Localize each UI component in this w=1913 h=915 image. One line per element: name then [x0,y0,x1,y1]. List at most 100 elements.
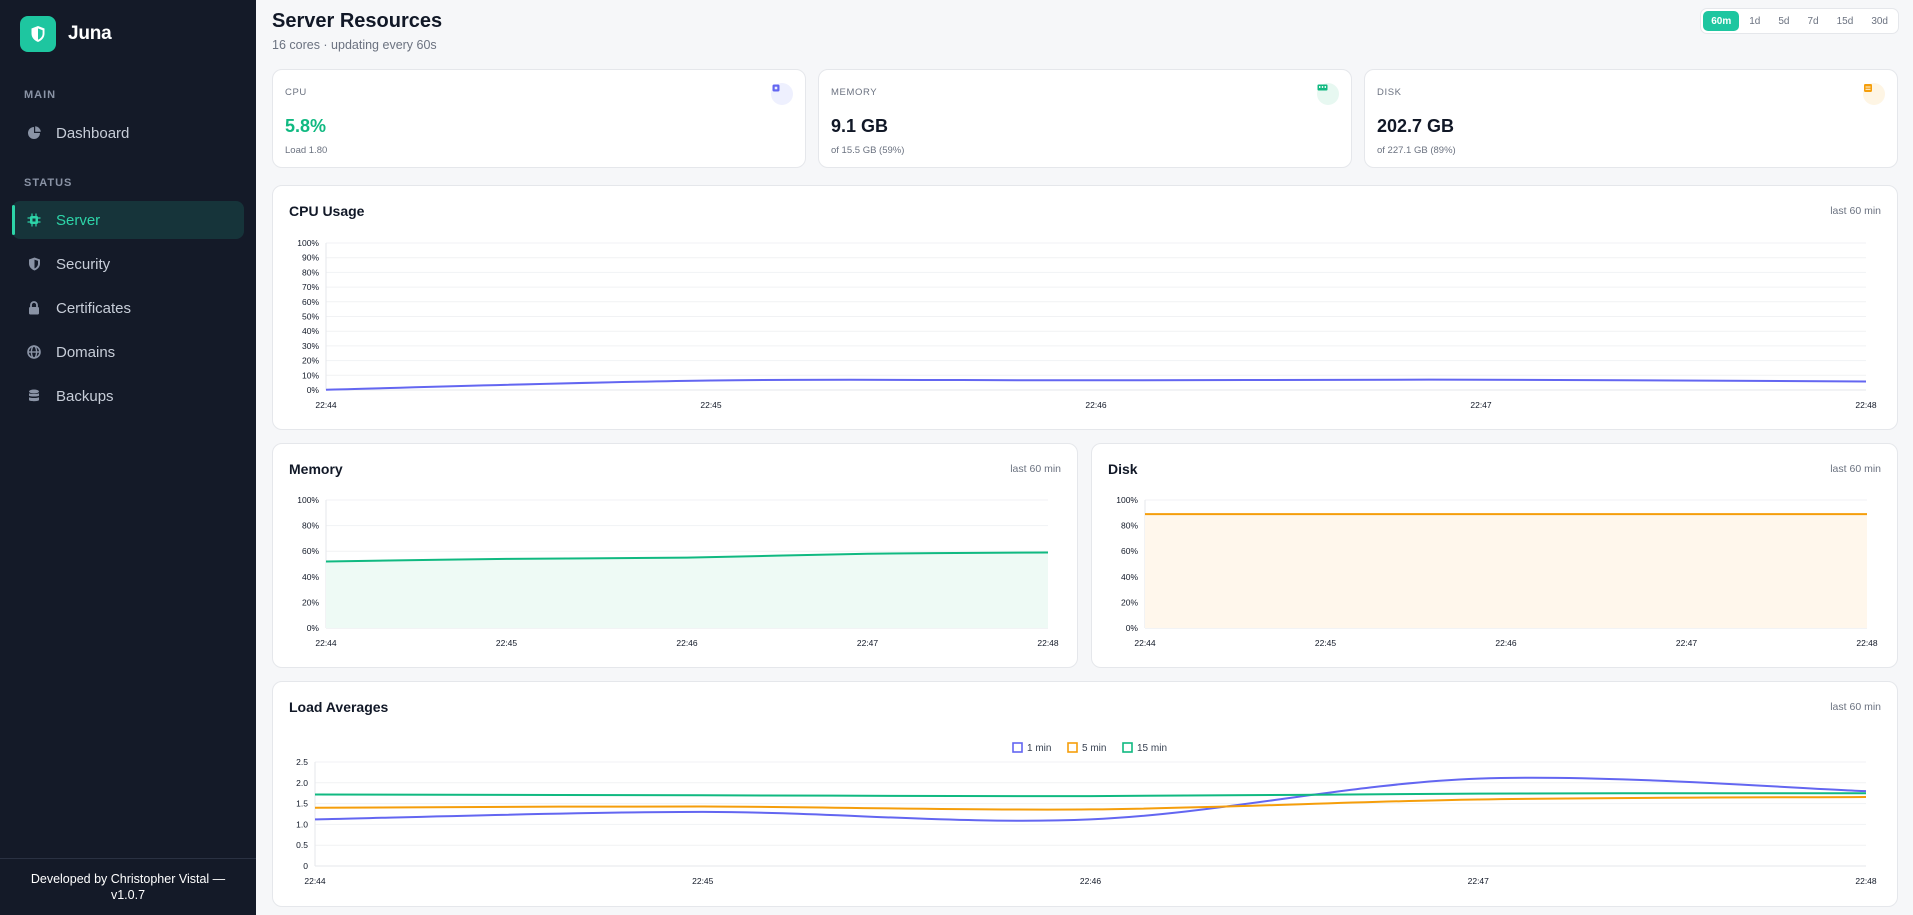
load-averages-chart[interactable]: 0 0.5 1.0 1.5 2.0 2.5 22:44 22:45 22:46 22:47 22:4… [273,682,1899,908]
sidebar-item-label: Domains [56,343,116,361]
chart-title: Memory [289,461,343,477]
x-tick-label: 22:44 [1134,638,1156,648]
cpu-usage-chart: 0% 10% 20% 30% 40% 50% 60% 70% 80% 90% 100% 22:44 22… [297,238,1877,410]
legend-label: 5 min [1082,743,1106,754]
stat-value: 5.8% [285,116,327,136]
globe-icon [27,345,41,359]
y-tick-label: 80% [302,267,319,277]
x-tick-label: 22:48 [1855,876,1877,886]
legend-swatch [1122,742,1133,753]
footer-credit: Developed by Christopher Vistal — [30,872,226,886]
stat-subtext: Load 1.80 [285,145,328,156]
y-tick-label: 1.5 [296,799,308,809]
legend-swatch [1067,742,1078,753]
sidebar-item-label: Server [56,211,101,229]
y-tick-label: 80% [302,521,319,531]
x-tick-label: 22:47 [1468,876,1490,886]
sidebar-item-server[interactable]: Server [12,201,244,239]
shield-icon [27,257,41,271]
pie-chart-icon [27,126,41,140]
x-tick-label: 22:47 [1470,400,1492,410]
chart-title: CPU Usage [289,203,365,219]
y-tick-label: 100% [297,495,319,505]
page-subtitle: 16 cores · updating every 60s [272,38,437,52]
stat-card-cpu: CPU 5.8% Load 1.80 [272,69,806,168]
y-tick-label: 20% [302,356,319,366]
range-15d-button[interactable]: 15d [1836,15,1854,27]
sidebar-item-label: Certificates [56,299,132,317]
cpu-icon [771,83,793,105]
y-tick-label: 0 [303,861,308,871]
memory-chart: 0% 20% 40% 60% 80% 100% 22:44 22:45 22:46 22:47 22… [297,495,1059,648]
stat-value: 202.7 GB [1377,116,1455,136]
x-tick-label: 22:45 [1315,638,1337,648]
stat-label: CPU [285,87,307,98]
series-area-fill [1145,514,1867,628]
x-tick-label: 22:45 [692,876,714,886]
x-tick-label: 22:48 [1856,638,1878,648]
range-1d-button[interactable]: 1d [1749,15,1761,27]
nav-section-status: STATUS [24,177,73,189]
legend-label: 15 min [1137,743,1167,754]
sidebar-item-label: Dashboard [56,124,130,142]
legend-swatch [1012,742,1023,753]
y-tick-label: 50% [302,312,319,322]
y-tick-label: 0% [307,623,320,633]
sidebar-item-domains[interactable]: Domains [12,333,244,371]
sidebar-item-security[interactable]: Security [12,245,244,283]
y-tick-label: 10% [302,370,319,380]
footer-version: v1.0.7 [110,888,146,902]
x-tick-label: 22:46 [676,638,698,648]
y-tick-label: 90% [302,253,319,263]
y-tick-label: 0.5 [296,840,308,850]
sidebar-item-label: Backups [56,387,114,405]
y-tick-label: 60% [1121,546,1138,556]
shield-logo-icon [20,16,56,52]
x-tick-label: 22:44 [315,638,337,648]
range-7d-button[interactable]: 7d [1807,15,1819,27]
y-tick-label: 20% [302,597,319,607]
chart-period: last 60 min [1830,463,1881,475]
cpu-usage-chart-card: CPU Usage last 60 min 0% 10% 20% 30% 40% 50% 6… [272,185,1898,430]
sidebar-item-backups[interactable]: Backups [12,377,244,415]
range-5d-button[interactable]: 5d [1778,15,1790,27]
chart-period: last 60 min [1830,701,1881,713]
brand[interactable]: Juna [20,16,112,52]
y-tick-label: 60% [302,297,319,307]
y-tick-label: 40% [302,572,319,582]
x-tick-label: 22:46 [1080,876,1102,886]
series-area-fill [326,552,1048,628]
y-tick-label: 40% [1121,572,1138,582]
x-tick-label: 22:47 [857,638,879,648]
range-30d-button[interactable]: 30d [1871,15,1888,27]
y-tick-label: 2.0 [296,778,308,788]
chart-period: last 60 min [1830,205,1881,217]
y-tick-label: 100% [297,238,319,248]
stat-value: 9.1 GB [831,116,889,136]
x-tick-label: 22:45 [700,400,722,410]
disk-chart-card: Disk last 60 min 0% 20% 40% 60% 80% 100% 22:44… [1091,443,1898,668]
y-tick-label: 60% [302,546,319,556]
series-line-1 [314,795,1867,811]
x-tick-label: 22:46 [1085,400,1107,410]
sidebar: Juna MAIN Dashboard STATUS Server Securi… [0,0,256,915]
range-60m-button[interactable]: 60m [1703,11,1740,31]
chart-period: last 60 min [1010,463,1061,475]
chart-title: Disk [1108,461,1138,477]
x-tick-label: 22:47 [1676,638,1698,648]
x-tick-label: 22:45 [496,638,518,648]
legend-item-2[interactable]: 15 min [1122,742,1167,754]
x-tick-label: 22:44 [315,400,337,410]
stat-subtext: of 227.1 GB (89%) [1377,145,1456,156]
y-tick-label: 20% [1121,597,1138,607]
sidebar-item-certificates[interactable]: Certificates [12,289,244,327]
lock-icon [27,301,41,315]
brand-name: Juna [68,23,112,44]
chip-icon [27,213,41,227]
legend-item-1[interactable]: 5 min [1067,742,1106,754]
stat-label: DISK [1377,87,1402,98]
legend-item-0[interactable]: 1 min [1012,742,1051,754]
memory-icon [1317,83,1339,105]
chart-title: Load Averages [289,699,389,715]
sidebar-item-dashboard[interactable]: Dashboard [12,114,244,152]
